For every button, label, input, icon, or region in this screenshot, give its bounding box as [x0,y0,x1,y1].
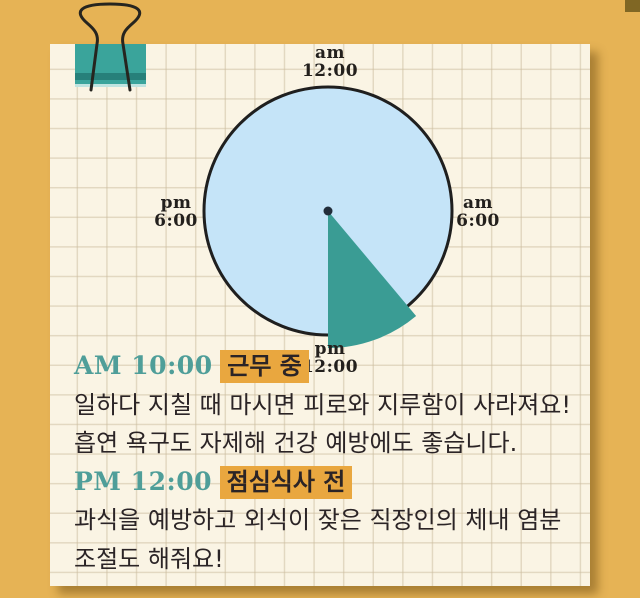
binder-clip-stripe [75,73,146,80]
note-line: 과식을 예방하고 외식이 잦은 직장인의 체내 염분 [74,506,562,534]
corner-accent-square [625,0,640,12]
note-line: 흡연 욕구도 자제해 건강 예방에도 좋습니다. [74,429,518,457]
clock-label-text: 12:00 [301,357,359,377]
note-time: AM 10:00 [74,351,213,380]
clock-label-text: am [462,193,493,213]
clock-label-am-12: am 12:00 [280,44,380,80]
notes-block: AM 10:00 근무 중 일하다 지칠 때 마시면 피로와 지루함이 사라져요… [74,347,594,578]
note-title-highlight: 근무 중 [220,350,309,383]
note-line: 일하다 지칠 때 마시면 피로와 지루함이 사라져요! [74,390,571,419]
note-title-highlight: 점심식사 전 [219,465,353,499]
clock-label-text: 6:00 [154,211,198,231]
clock-label-text: am [314,43,345,63]
note-line: 조절도 해줘요! [74,544,224,573]
note-heading: AM 10:00 근무 중 [74,347,594,386]
clock-label-am-6: am 6:00 [428,194,528,230]
clock-label-text: pm [160,193,192,213]
note-heading: PM 12:00 점심식사 전 [74,463,594,502]
binder-clip [75,44,146,87]
clock-label-text: 12:00 [301,61,359,81]
note-time: PM 12:00 [74,466,212,496]
clock-label-text: pm [314,339,346,359]
clock-label-pm-12: pm 12:00 [280,340,380,376]
clock-label-pm-6: pm 6:00 [126,194,226,230]
binder-clip-glint [75,84,146,87]
clock-label-text: 6:00 [456,211,500,231]
